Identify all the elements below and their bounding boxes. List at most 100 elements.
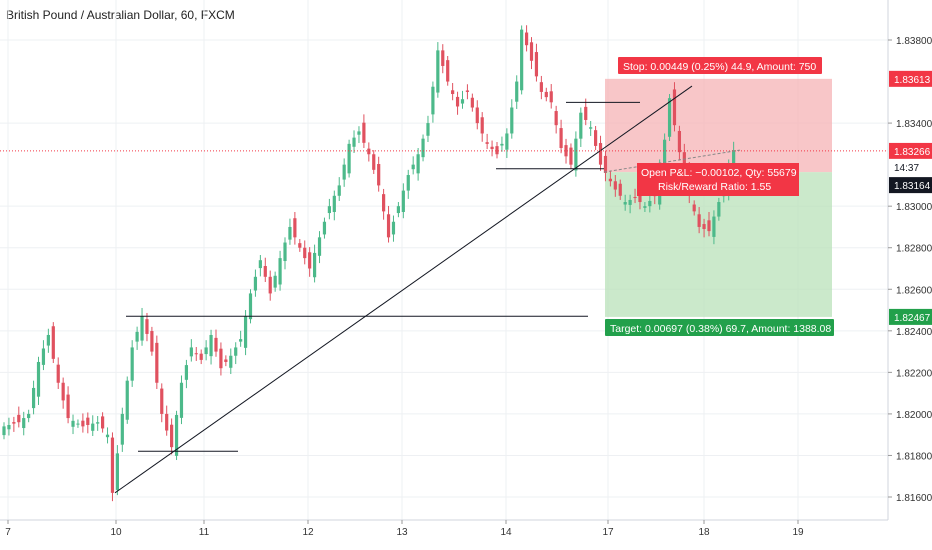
candle-body [224, 359, 228, 362]
x-tick-label: 19 [792, 527, 804, 538]
target-zone [605, 172, 832, 317]
candle-body [322, 221, 327, 235]
candle-body [505, 133, 509, 150]
candle-body [569, 147, 573, 165]
candle-body [17, 414, 21, 423]
candle-body [603, 155, 608, 173]
candle-body [455, 96, 460, 107]
candle-body [732, 150, 736, 168]
candle-body [554, 111, 558, 126]
candle-body [76, 423, 80, 425]
x-tick-label: 13 [396, 527, 408, 538]
candle-body [391, 221, 396, 235]
y-tick-label: 1.83000 [896, 202, 932, 213]
candle-body [717, 202, 721, 217]
candle-body [31, 387, 36, 409]
candle-body [56, 364, 60, 383]
candle-body [125, 380, 129, 420]
countdown-tag: 14:37 [894, 163, 919, 174]
candle-body [584, 106, 588, 120]
candle-body [485, 142, 489, 144]
candle-body [312, 252, 317, 278]
y-tick-label: 1.82400 [896, 327, 932, 338]
candle-body [184, 365, 189, 380]
candle-body [697, 214, 701, 227]
candle-body [194, 353, 198, 355]
candle-body [539, 82, 543, 92]
candle-body [441, 50, 445, 66]
candle-body [451, 90, 455, 95]
candle-body [317, 237, 322, 256]
candle-body [7, 424, 11, 430]
candle-body [81, 420, 85, 427]
candle-body [263, 266, 267, 277]
trendline[interactable] [114, 85, 693, 494]
candle-body [431, 86, 435, 115]
target-label-box [605, 319, 834, 336]
candle-body [303, 247, 307, 259]
candle-body [623, 202, 627, 205]
candle-body [115, 453, 119, 490]
candle-body [401, 190, 405, 212]
candle-body [608, 178, 612, 182]
candle-body [179, 382, 184, 418]
candle-body [46, 334, 50, 346]
candle-body [712, 216, 716, 237]
x-tick-label: 17 [602, 527, 614, 538]
candle-body [421, 138, 425, 158]
candle-body [12, 422, 16, 424]
candle-body [327, 206, 331, 214]
candle-body [667, 98, 672, 137]
candle-body [308, 252, 312, 269]
candle-body [41, 348, 46, 365]
candle-body [396, 206, 400, 214]
candle-body [253, 276, 258, 291]
candle-body [174, 414, 179, 456]
candle-body [663, 139, 667, 171]
candle-body [273, 275, 277, 288]
candle-body [524, 32, 529, 46]
x-tick-label: 7 [5, 527, 11, 538]
time-axis [0, 520, 888, 550]
candle-body [204, 347, 208, 355]
candle-body [337, 185, 341, 196]
stop-label: Stop: 0.00449 (0.25%) 44.9, Amount: 750 [623, 61, 816, 73]
candle-body [234, 347, 238, 356]
candle-body [426, 123, 430, 136]
candle-body [214, 337, 218, 352]
candle-body [165, 413, 169, 431]
x-tick-label: 10 [110, 527, 122, 538]
candle-body [544, 91, 548, 98]
candle-body [465, 90, 470, 92]
candle-body [155, 342, 159, 383]
x-tick-label: 12 [302, 527, 314, 538]
y-tick-label: 1.82000 [896, 410, 932, 421]
candle-body [66, 394, 70, 419]
candle-body [702, 224, 706, 230]
candle-body [386, 214, 391, 238]
candle-body [564, 145, 568, 157]
candle-body [199, 353, 203, 360]
candle-body [480, 117, 484, 134]
candle-body [96, 422, 100, 424]
candle-body [475, 107, 479, 124]
candle-body [362, 122, 366, 143]
candle-body [22, 418, 26, 429]
candle-body [239, 339, 243, 342]
y-tick-label: 1.81600 [896, 493, 932, 504]
candle-body [61, 382, 65, 401]
target-price-tag: 1.82467 [894, 313, 931, 324]
price-axis [888, 0, 932, 550]
candle-body [707, 220, 711, 232]
candle-body [170, 424, 174, 448]
candle-body [160, 388, 164, 414]
y-tick-label: 1.83800 [896, 36, 932, 47]
candle-body [549, 91, 553, 103]
target-price-tag-box [889, 308, 932, 325]
candle-body [529, 42, 534, 61]
y-tick-label: 1.81800 [896, 451, 932, 462]
candle-body [406, 175, 410, 191]
candle-body [135, 331, 139, 342]
x-tick-label: 14 [500, 527, 512, 538]
